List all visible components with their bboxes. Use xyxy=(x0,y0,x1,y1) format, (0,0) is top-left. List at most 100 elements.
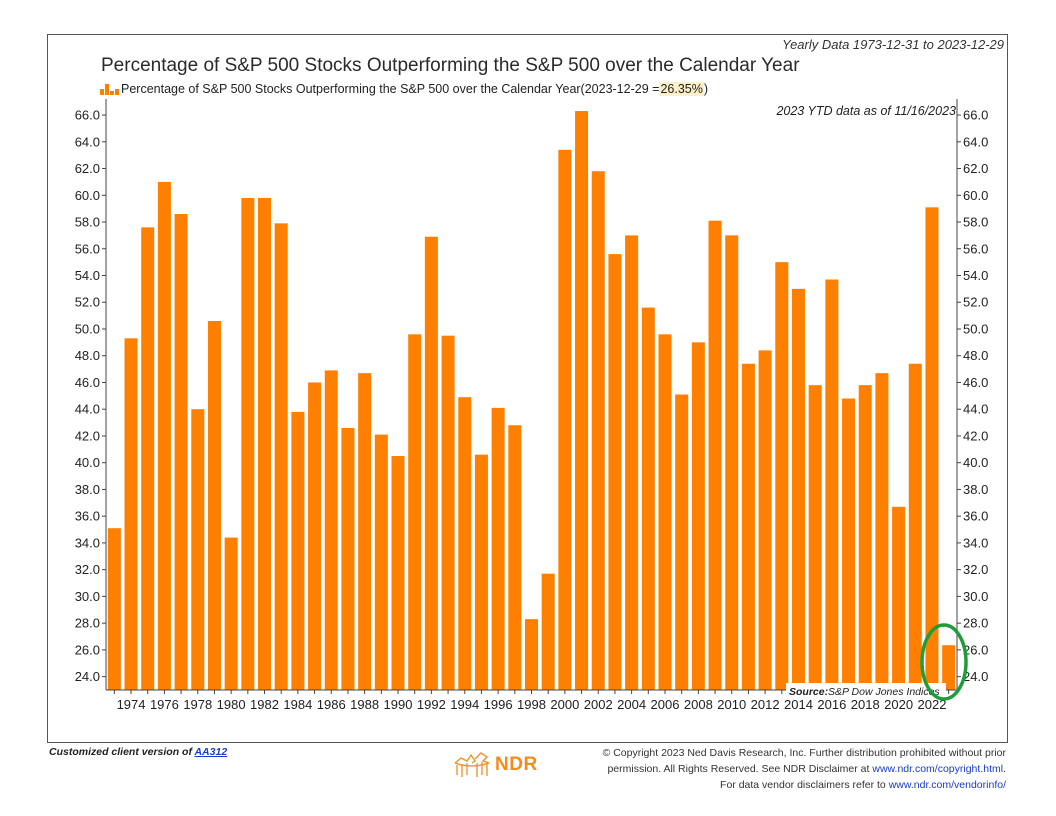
chart-frame xyxy=(47,34,1008,743)
bar-1980 xyxy=(224,537,238,690)
x-tick-label: 2008 xyxy=(684,697,713,712)
copyright-line-3-text: For data vendor disclaimers refer to xyxy=(720,779,889,791)
bar-2007 xyxy=(675,394,689,690)
ytd-note: 2023 YTD data as of 11/16/2023 xyxy=(776,104,956,118)
x-tick-label: 2018 xyxy=(851,697,880,712)
y-tick-label-left: 34.0 xyxy=(75,535,100,550)
y-tick-label-right: 58.0 xyxy=(963,215,988,230)
x-tick-label: 1982 xyxy=(250,697,279,712)
y-tick-label-right: 30.0 xyxy=(963,589,988,604)
bar-1992 xyxy=(424,236,438,690)
x-tick-label: 1974 xyxy=(117,697,146,712)
y-tick-label-left: 46.0 xyxy=(75,375,100,390)
source-box: Source: S&P Dow Jones Indices xyxy=(786,683,946,699)
bar-2018 xyxy=(858,385,872,690)
y-tick-label-left: 50.0 xyxy=(75,321,100,336)
bar-2011 xyxy=(741,363,755,690)
bar-1999 xyxy=(541,573,555,690)
bar-2000 xyxy=(558,149,572,690)
y-tick-label-right: 44.0 xyxy=(963,402,988,417)
y-tick-label-right: 26.0 xyxy=(963,642,988,657)
x-tick-label: 1996 xyxy=(484,697,513,712)
bar-1993 xyxy=(441,335,455,690)
date-range-note: Yearly Data 1973-12-31 to 2023-12-29 xyxy=(782,37,1004,52)
y-tick-label-left: 38.0 xyxy=(75,482,100,497)
copyright-notice: © Copyright 2023 Ned Davis Research, Inc… xyxy=(603,745,1006,793)
y-tick-label-left: 44.0 xyxy=(75,402,100,417)
legend-swatch-icon xyxy=(100,83,119,95)
y-tick-label-right: 48.0 xyxy=(963,348,988,363)
bar-1991 xyxy=(408,334,422,690)
x-tick-label: 1992 xyxy=(417,697,446,712)
y-tick-label-left: 66.0 xyxy=(75,108,100,123)
x-tick-label: 1980 xyxy=(217,697,246,712)
bar-2002 xyxy=(591,171,605,690)
bar-2013 xyxy=(775,262,789,690)
x-tick-label: 2004 xyxy=(617,697,646,712)
bar-2005 xyxy=(641,307,655,690)
bar-2004 xyxy=(625,235,639,690)
copyright-line-2-end: . xyxy=(1003,763,1006,775)
y-tick-label-right: 36.0 xyxy=(963,509,988,524)
y-tick-label-left: 28.0 xyxy=(75,616,100,631)
y-tick-label-left: 54.0 xyxy=(75,268,100,283)
bar-2014 xyxy=(791,288,805,690)
footer-report-link[interactable]: AA312 xyxy=(194,746,228,758)
y-tick-label-left: 62.0 xyxy=(75,161,100,176)
vendor-info-link[interactable]: www.ndr.com/vendorinfo/ xyxy=(888,779,1006,791)
y-tick-label-left: 24.0 xyxy=(75,669,100,684)
bar-2009 xyxy=(708,220,722,690)
legend-close: ) xyxy=(703,82,709,96)
x-tick-label: 1984 xyxy=(283,697,312,712)
x-tick-label: 1976 xyxy=(150,697,179,712)
bar-2016 xyxy=(825,279,839,690)
source-background xyxy=(786,683,946,699)
y-tick-label-left: 58.0 xyxy=(75,215,100,230)
x-tick-label: 1978 xyxy=(183,697,212,712)
bar-1981 xyxy=(241,197,255,690)
bar-1996 xyxy=(491,407,505,690)
x-tick-label: 2012 xyxy=(751,697,780,712)
y-tick-label-left: 48.0 xyxy=(75,348,100,363)
bar-1988 xyxy=(358,373,372,690)
legend-label: Percentage of S&P 500 Stocks Outperformi… xyxy=(121,82,660,96)
y-tick-label-right: 64.0 xyxy=(963,134,988,149)
y-tick-label-left: 36.0 xyxy=(75,509,100,524)
bar-2023 xyxy=(942,645,956,690)
x-tick-label: 2006 xyxy=(651,697,680,712)
bar-1978 xyxy=(191,409,205,690)
bar-1994 xyxy=(458,397,472,690)
y-tick-label-right: 54.0 xyxy=(963,268,988,283)
bar-2019 xyxy=(875,373,889,690)
bar-1985 xyxy=(308,382,322,690)
x-tick-label: 1990 xyxy=(384,697,413,712)
y-tick-label-right: 50.0 xyxy=(963,321,988,336)
x-tick-label: 1994 xyxy=(450,697,479,712)
y-tick-label-right: 52.0 xyxy=(963,295,988,310)
source-text: S&P Dow Jones Indices xyxy=(828,686,940,698)
bar-2022 xyxy=(925,207,939,690)
x-tick-label: 2000 xyxy=(550,697,579,712)
footer-client-prefix: Customized client version of xyxy=(49,746,195,758)
y-tick-label-left: 40.0 xyxy=(75,455,100,470)
y-tick-label-left: 30.0 xyxy=(75,589,100,604)
bar-1977 xyxy=(174,213,188,691)
bar-1997 xyxy=(508,425,522,690)
y-tick-label-right: 60.0 xyxy=(963,188,988,203)
copyright-link[interactable]: www.ndr.com/copyright.html xyxy=(872,763,1004,775)
copyright-line-1: © Copyright 2023 Ned Davis Research, Inc… xyxy=(602,747,1006,759)
bar-2003 xyxy=(608,254,622,690)
bar-2020 xyxy=(892,506,906,690)
bar-1979 xyxy=(207,320,221,690)
bar-1990 xyxy=(391,456,405,690)
y-tick-label-right: 24.0 xyxy=(963,669,988,684)
copyright-line-3: For data vendor disclaimers refer to www… xyxy=(603,777,1006,793)
y-tick-label-right: 28.0 xyxy=(963,616,988,631)
y-tick-label-left: 52.0 xyxy=(75,295,100,310)
bar-1975 xyxy=(141,227,155,691)
y-tick-label-left: 32.0 xyxy=(75,562,100,577)
y-tick-label-right: 32.0 xyxy=(963,562,988,577)
ndr-logo: NDR xyxy=(453,749,538,781)
y-tick-label-right: 46.0 xyxy=(963,375,988,390)
y-tick-label-right: 34.0 xyxy=(963,535,988,550)
